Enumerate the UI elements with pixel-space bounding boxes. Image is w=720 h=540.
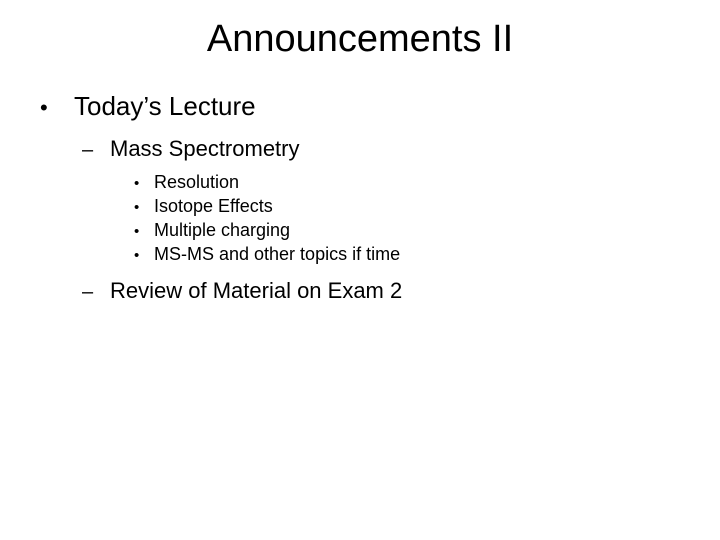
bullet-l2-label: Mass Spectrometry [110,136,680,162]
slide-body: • Today’s Lecture – Mass Spectrometry • … [40,91,680,304]
bullet-l2-label: Review of Material on Exam 2 [110,278,680,304]
bullet-l3: • Resolution [134,172,680,193]
dash-bullet-icon: – [82,281,110,304]
small-disc-bullet-icon: • [134,199,154,216]
bullet-l3: • MS-MS and other topics if time [134,244,680,265]
bullet-l2: – Review of Material on Exam 2 [82,278,680,304]
slide-title: Announcements II [40,18,680,61]
bullet-l2: – Mass Spectrometry [82,136,680,162]
bullet-l3-label: Resolution [154,172,680,193]
small-disc-bullet-icon: • [134,223,154,240]
small-disc-bullet-icon: • [134,175,154,192]
spacer [40,268,680,278]
bullet-l3: • Multiple charging [134,220,680,241]
small-disc-bullet-icon: • [134,247,154,264]
bullet-l3-label: Multiple charging [154,220,680,241]
bullet-l3-label: MS-MS and other topics if time [154,244,680,265]
bullet-l1: • Today’s Lecture [40,91,680,122]
disc-bullet-icon: • [40,95,74,121]
dash-bullet-icon: – [82,139,110,162]
bullet-l1-label: Today’s Lecture [74,91,680,122]
bullet-l3: • Isotope Effects [134,196,680,217]
bullet-l3-label: Isotope Effects [154,196,680,217]
